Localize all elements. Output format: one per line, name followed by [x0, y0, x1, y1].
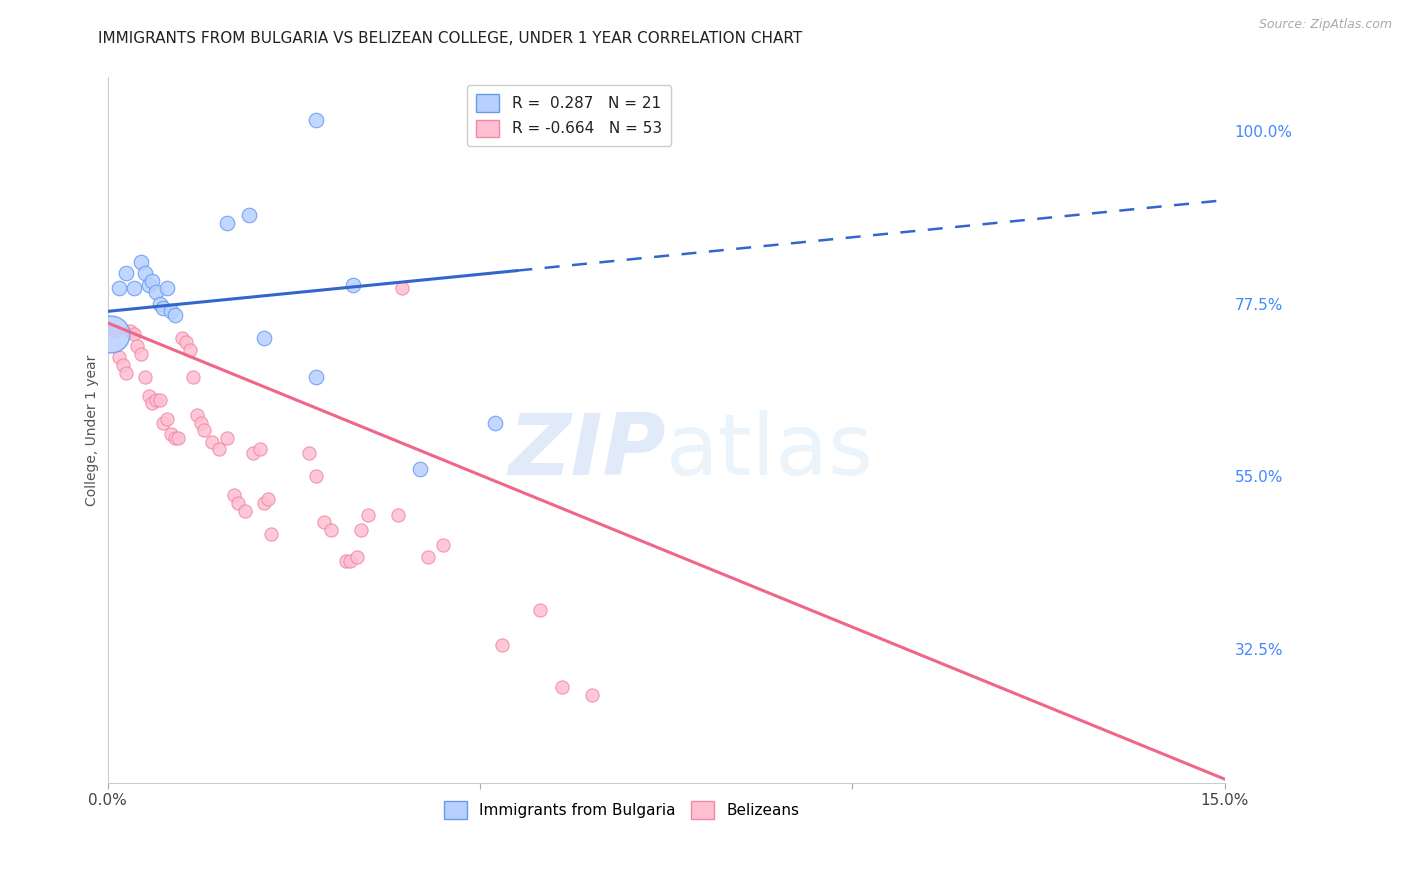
Text: ZIP: ZIP — [509, 410, 666, 493]
Point — [145, 285, 167, 300]
Point — [111, 358, 134, 372]
Point — [138, 389, 160, 403]
Point — [249, 442, 271, 457]
Point — [529, 603, 551, 617]
Point — [156, 411, 179, 425]
Text: atlas: atlas — [666, 410, 875, 493]
Point — [305, 469, 328, 483]
Point — [409, 461, 432, 475]
Point — [193, 423, 215, 437]
Point — [235, 504, 257, 518]
Point — [149, 296, 172, 310]
Point — [238, 209, 260, 223]
Point — [224, 488, 246, 502]
Point — [163, 431, 186, 445]
Point — [179, 343, 201, 357]
Point — [174, 334, 197, 349]
Point — [134, 266, 156, 280]
Point — [387, 508, 409, 522]
Point — [160, 304, 183, 318]
Point — [256, 492, 278, 507]
Point — [122, 281, 145, 295]
Point — [391, 281, 413, 295]
Point — [201, 434, 224, 449]
Point — [342, 277, 364, 292]
Point — [551, 680, 574, 694]
Point — [127, 339, 149, 353]
Point — [115, 266, 138, 280]
Point — [357, 508, 380, 522]
Point — [149, 392, 172, 407]
Point — [104, 324, 127, 338]
Point — [319, 523, 342, 537]
Point — [253, 496, 276, 510]
Point — [129, 346, 152, 360]
Point — [346, 549, 368, 564]
Point — [226, 496, 249, 510]
Point — [581, 688, 603, 702]
Point — [350, 523, 373, 537]
Point — [152, 416, 174, 430]
Point — [432, 538, 454, 552]
Point — [163, 308, 186, 322]
Point — [215, 216, 238, 230]
Point — [253, 331, 276, 345]
Point — [167, 431, 190, 445]
Point — [186, 408, 208, 422]
Point — [242, 446, 264, 460]
Point — [160, 427, 183, 442]
Point — [305, 112, 328, 127]
Point — [107, 281, 129, 295]
Point — [134, 369, 156, 384]
Point — [190, 416, 212, 430]
Point — [152, 301, 174, 315]
Point — [122, 327, 145, 342]
Point — [129, 254, 152, 268]
Point — [118, 324, 141, 338]
Point — [138, 277, 160, 292]
Legend: Immigrants from Bulgaria, Belizeans: Immigrants from Bulgaria, Belizeans — [437, 795, 806, 825]
Point — [107, 351, 129, 365]
Text: IMMIGRANTS FROM BULGARIA VS BELIZEAN COLLEGE, UNDER 1 YEAR CORRELATION CHART: IMMIGRANTS FROM BULGARIA VS BELIZEAN COL… — [98, 31, 803, 46]
Point — [416, 549, 439, 564]
Point — [339, 554, 361, 568]
Point — [484, 416, 506, 430]
Point — [145, 392, 167, 407]
Point — [312, 516, 335, 530]
Point — [141, 396, 163, 410]
Point — [141, 274, 163, 288]
Point — [305, 369, 328, 384]
Point — [260, 526, 283, 541]
Point — [335, 554, 357, 568]
Text: Source: ZipAtlas.com: Source: ZipAtlas.com — [1258, 18, 1392, 31]
Point — [208, 442, 231, 457]
Point — [100, 327, 122, 342]
Point — [298, 446, 321, 460]
Point — [172, 331, 194, 345]
Point — [215, 431, 238, 445]
Y-axis label: College, Under 1 year: College, Under 1 year — [86, 354, 100, 506]
Point — [156, 281, 179, 295]
Point — [491, 638, 513, 652]
Point — [115, 366, 138, 380]
Point — [181, 369, 204, 384]
